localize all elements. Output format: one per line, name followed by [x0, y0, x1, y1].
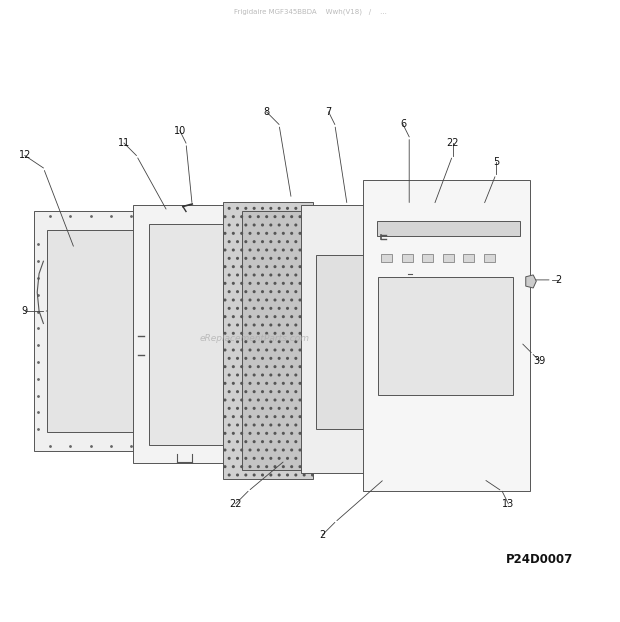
Text: 11: 11 — [118, 138, 130, 148]
Polygon shape — [242, 211, 332, 470]
Text: P24D0007: P24D0007 — [506, 554, 573, 566]
Text: 10: 10 — [174, 126, 186, 136]
Text: 2: 2 — [319, 530, 326, 540]
Polygon shape — [377, 221, 520, 236]
Text: 9: 9 — [22, 306, 28, 316]
Polygon shape — [149, 224, 223, 445]
Text: 2: 2 — [555, 275, 561, 285]
Text: 13: 13 — [502, 499, 515, 509]
Text: Frigidaire MGF345BBDA    Wwh(V18)   /    ...: Frigidaire MGF345BBDA Wwh(V18) / ... — [234, 9, 386, 15]
Text: eReplacementParts.com: eReplacementParts.com — [199, 335, 309, 343]
Polygon shape — [381, 254, 392, 262]
Polygon shape — [46, 230, 136, 432]
Polygon shape — [378, 277, 513, 395]
Text: 5: 5 — [493, 157, 499, 167]
Text: 39: 39 — [533, 356, 546, 366]
Polygon shape — [301, 205, 412, 473]
Text: 12: 12 — [19, 151, 31, 160]
Polygon shape — [34, 211, 149, 451]
Polygon shape — [133, 205, 236, 463]
Polygon shape — [526, 275, 536, 288]
Text: 7: 7 — [326, 107, 332, 117]
Polygon shape — [463, 254, 474, 262]
Polygon shape — [484, 254, 495, 262]
Polygon shape — [316, 255, 398, 429]
Text: 22: 22 — [229, 499, 242, 509]
Polygon shape — [363, 180, 530, 491]
Polygon shape — [443, 254, 454, 262]
Text: 8: 8 — [264, 107, 270, 117]
Polygon shape — [223, 202, 313, 479]
Text: 22: 22 — [446, 138, 459, 148]
Text: 6: 6 — [400, 119, 406, 129]
Polygon shape — [402, 254, 413, 262]
Polygon shape — [422, 254, 433, 262]
